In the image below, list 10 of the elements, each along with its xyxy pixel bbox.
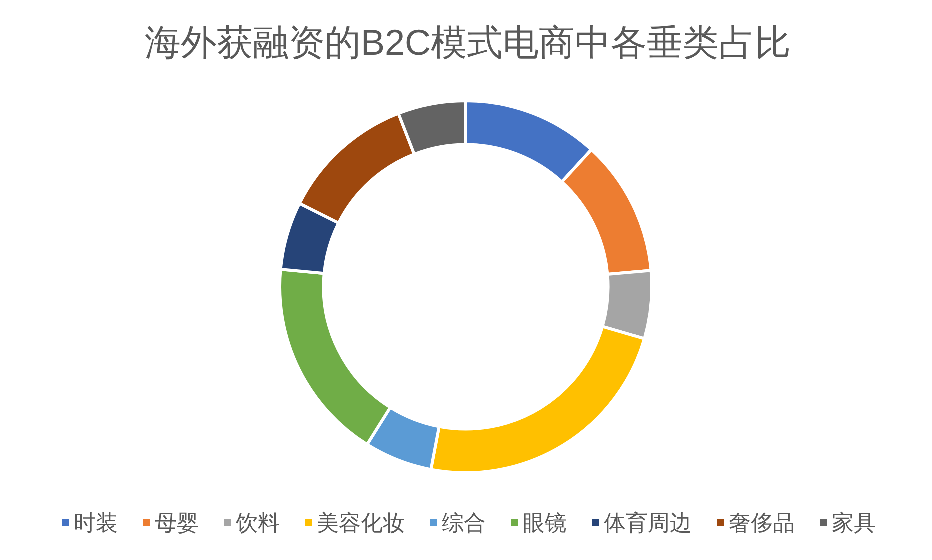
legend-label: 美容化妆 [317, 510, 405, 536]
legend-label: 奢侈品 [729, 510, 795, 536]
legend-label: 饮料 [235, 510, 280, 536]
legend-label: 时装 [74, 510, 118, 536]
legend-label: 综合 [442, 510, 486, 536]
legend-label: 体育周边 [604, 510, 692, 536]
legend-label: 母婴 [155, 510, 199, 536]
legend-label: 眼镜 [523, 510, 567, 536]
chart-title: 海外获融资的B2C模式电商中各垂类占比 [144, 22, 792, 63]
legend-label: 家具 [832, 510, 876, 536]
